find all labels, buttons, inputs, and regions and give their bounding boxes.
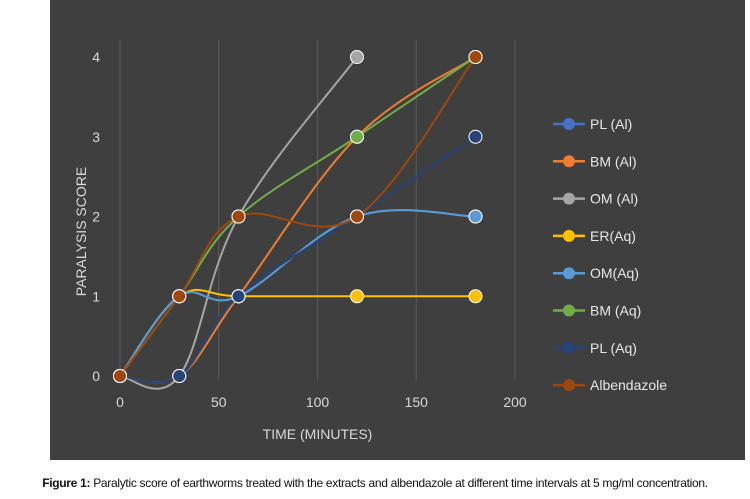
series-6 (113, 129, 483, 384)
legend-label: OM (Al) (590, 191, 638, 207)
legend-label: PL (Al) (590, 116, 632, 132)
legend-item: BM (Aq) (553, 303, 641, 319)
legend-label: PL (Aq) (590, 340, 637, 356)
legend-item: PL (Al) (553, 116, 632, 132)
legend-label: BM (Al) (590, 153, 637, 169)
x-tick-label: 0 (116, 394, 124, 410)
y-tick-label: 3 (92, 129, 100, 145)
series-1 (113, 50, 483, 384)
data-point (172, 289, 187, 304)
x-tick-label: 100 (306, 394, 330, 410)
x-tick-label: 200 (503, 394, 527, 410)
series-line (119, 56, 477, 384)
legend-marker (563, 118, 575, 130)
legend: PL (Al) BM (Al) OM (Al) ER(Aq) OM(Aq) BM (Aq)… (553, 116, 667, 393)
legend-item: Albendazole (553, 377, 667, 393)
series-lines (113, 50, 483, 390)
y-tick-label: 4 (92, 49, 100, 65)
data-point (468, 50, 483, 64)
data-point (231, 209, 246, 224)
caption-label: Figure 1: (42, 476, 91, 490)
legend-marker (563, 155, 575, 168)
legend-marker (563, 341, 575, 354)
y-axis-title: PARALYSIS SCORE (73, 167, 89, 296)
legend-label: OM(Aq) (590, 265, 639, 281)
line-chart: 0 50 100 150 200 0 1 2 3 4 TIME (MINUTES) PARALY… (73, 40, 667, 442)
legend-item: PL (Aq) (553, 340, 637, 356)
data-point (468, 209, 483, 224)
chart-panel (50, 0, 745, 460)
legend-marker (563, 192, 575, 205)
data-point (468, 289, 483, 304)
series-line (119, 56, 477, 377)
legend-item: ER(Aq) (553, 228, 636, 244)
x-axis-title: TIME (MINUTES) (263, 426, 373, 442)
legend-item: OM (Al) (553, 191, 638, 207)
x-tick-label: 50 (211, 394, 227, 410)
data-point (113, 369, 127, 383)
legend-marker (563, 267, 575, 280)
figure-caption: Figure 1: Paralytic score of earthworms … (0, 476, 750, 490)
series-7 (113, 50, 483, 383)
data-point (350, 50, 364, 64)
data-point (350, 209, 364, 224)
legend-item: OM(Aq) (553, 265, 639, 281)
x-tick-label: 150 (405, 394, 429, 410)
legend-item: BM (Al) (553, 153, 637, 169)
legend-label: BM (Aq) (590, 303, 641, 319)
series-line (119, 209, 476, 377)
y-tick-label: 1 (92, 288, 100, 304)
data-point (350, 289, 364, 304)
caption-text: Paralytic score of earthworms treated wi… (90, 476, 708, 490)
data-point (350, 129, 364, 144)
legend-label: Albendazole (590, 377, 667, 393)
series-line (119, 135, 477, 384)
legend-marker (563, 304, 575, 317)
legend-label: ER(Aq) (590, 228, 636, 244)
series-3 (113, 288, 483, 383)
data-point (172, 369, 187, 383)
data-point (468, 129, 483, 144)
legend-marker (563, 379, 575, 392)
legend-marker (563, 229, 575, 242)
y-tick-label: 2 (92, 209, 100, 225)
y-axis-ticks: 0 1 2 3 4 (92, 49, 100, 384)
data-point (231, 289, 246, 304)
series-line (119, 56, 358, 390)
grid-lines (119, 40, 516, 380)
y-tick-label: 0 (92, 368, 100, 384)
x-axis-ticks: 0 50 100 150 200 (116, 394, 527, 410)
series-line (119, 56, 477, 377)
series-5 (113, 50, 483, 383)
